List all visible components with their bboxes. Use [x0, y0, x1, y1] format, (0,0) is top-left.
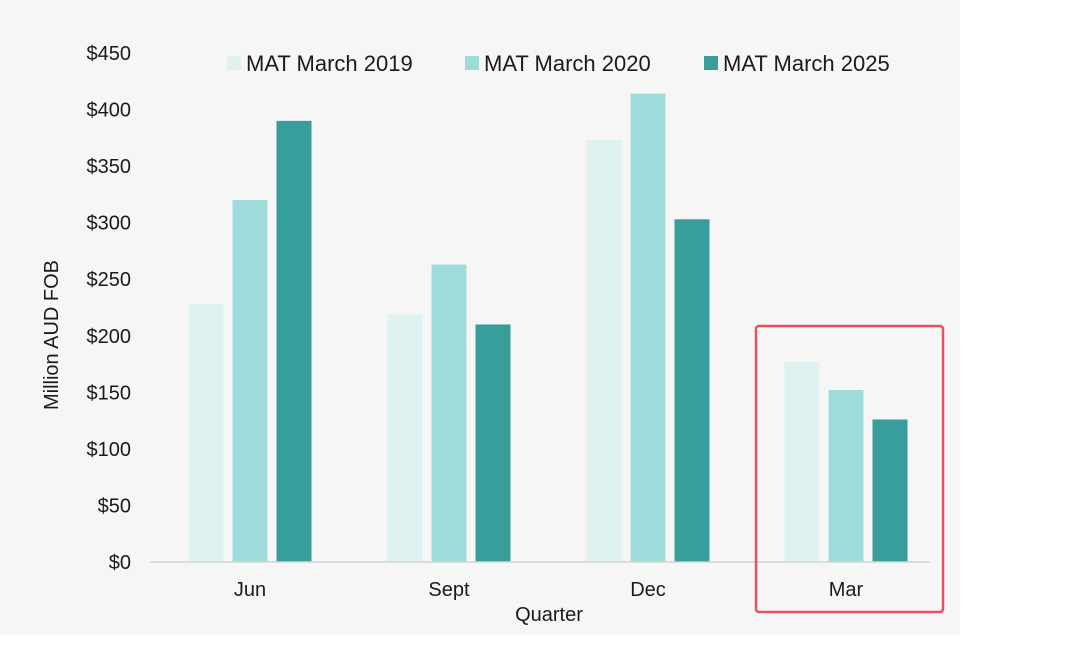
y-tick-label: $300	[87, 213, 132, 235]
bar-jun-series-2	[232, 200, 268, 563]
x-tick-label-sept: Sept	[428, 579, 470, 601]
highlight-box	[754, 324, 945, 614]
y-tick-label: $350	[87, 156, 132, 178]
x-axis-title: Quarter	[515, 604, 583, 626]
y-tick-label: $0	[109, 552, 131, 574]
y-tick-label: $50	[98, 495, 131, 517]
bars	[188, 93, 908, 563]
x-tick-label-mar: Mar	[829, 579, 864, 601]
legend-swatch-3	[704, 56, 718, 70]
bar-mar-series-3	[872, 419, 908, 562]
x-tick-label-dec: Dec	[630, 579, 666, 601]
bar-dec-series-2	[630, 93, 666, 562]
y-tick-label: $400	[87, 100, 132, 122]
bar-sept-series-3	[475, 324, 511, 562]
legend: MAT March 2019 MAT March 2020 MAT March 20…	[227, 51, 890, 76]
y-tick-label: $150	[87, 382, 132, 404]
y-tick-label: $100	[87, 439, 132, 461]
bar-mar-series-2	[828, 390, 864, 562]
y-axis-title: Million AUD FOB	[41, 260, 63, 410]
legend-swatch-1	[227, 56, 241, 70]
x-tick-label-jun: Jun	[234, 579, 266, 601]
legend-label-2: MAT March 2020	[484, 51, 651, 76]
legend-label-3: MAT March 2025	[723, 51, 890, 76]
bar-jun-series-1	[188, 304, 224, 562]
y-axis: $0 $50 $100 $150 $200 $250 $300 $350 $400 $450	[87, 43, 132, 574]
y-tick-label: $200	[87, 326, 132, 348]
y-tick-label: $450	[87, 43, 132, 65]
bar-sept-series-1	[387, 314, 423, 562]
legend-swatch-2	[465, 56, 479, 70]
bar-jun-series-3	[276, 120, 312, 562]
bar-mar-series-1	[784, 361, 820, 562]
legend-label-1: MAT March 2019	[246, 51, 413, 76]
bar-sept-series-2	[431, 264, 467, 562]
bar-dec-series-1	[586, 140, 622, 562]
bar-dec-series-3	[674, 219, 710, 563]
x-axis: Jun Sept Dec Mar	[234, 579, 864, 601]
y-tick-label: $250	[87, 269, 132, 291]
